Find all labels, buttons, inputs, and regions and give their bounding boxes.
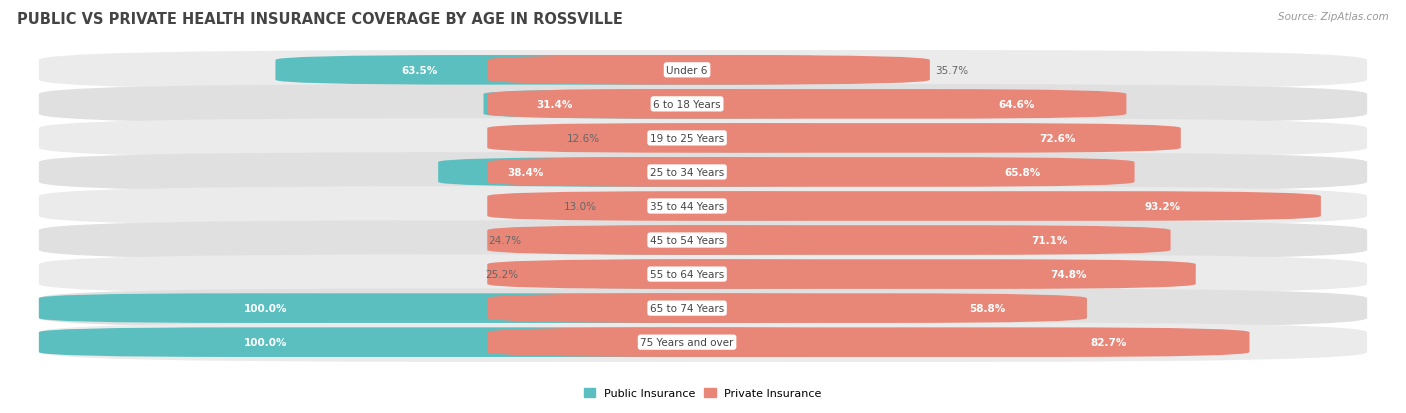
FancyBboxPatch shape bbox=[603, 192, 887, 221]
FancyBboxPatch shape bbox=[39, 328, 887, 357]
Text: 65 to 74 Years: 65 to 74 Years bbox=[650, 304, 724, 313]
FancyBboxPatch shape bbox=[39, 255, 1367, 294]
FancyBboxPatch shape bbox=[39, 153, 1367, 192]
Text: 64.6%: 64.6% bbox=[998, 100, 1035, 109]
Text: 13.0%: 13.0% bbox=[564, 202, 598, 211]
Text: 38.4%: 38.4% bbox=[508, 168, 544, 178]
FancyBboxPatch shape bbox=[276, 56, 887, 85]
Text: 19 to 25 Years: 19 to 25 Years bbox=[650, 133, 724, 144]
FancyBboxPatch shape bbox=[39, 51, 1367, 90]
FancyBboxPatch shape bbox=[39, 323, 1367, 362]
Text: 93.2%: 93.2% bbox=[1144, 202, 1181, 211]
Text: Under 6: Under 6 bbox=[666, 66, 707, 76]
FancyBboxPatch shape bbox=[39, 187, 1367, 226]
Text: 100.0%: 100.0% bbox=[245, 337, 287, 347]
Text: 35.7%: 35.7% bbox=[935, 66, 969, 76]
FancyBboxPatch shape bbox=[527, 225, 887, 255]
Text: 100.0%: 100.0% bbox=[245, 304, 287, 313]
FancyBboxPatch shape bbox=[488, 158, 1135, 188]
Text: 55 to 64 Years: 55 to 64 Years bbox=[650, 269, 724, 280]
Text: 25 to 34 Years: 25 to 34 Years bbox=[650, 168, 724, 178]
Text: 82.7%: 82.7% bbox=[1091, 337, 1128, 347]
Text: 71.1%: 71.1% bbox=[1032, 235, 1069, 245]
Text: 75 Years and over: 75 Years and over bbox=[640, 337, 734, 347]
Text: 6 to 18 Years: 6 to 18 Years bbox=[654, 100, 721, 109]
FancyBboxPatch shape bbox=[488, 260, 1195, 289]
Text: 58.8%: 58.8% bbox=[969, 304, 1005, 313]
Text: 12.6%: 12.6% bbox=[567, 133, 600, 144]
Text: 24.7%: 24.7% bbox=[488, 235, 522, 245]
FancyBboxPatch shape bbox=[39, 294, 887, 323]
FancyBboxPatch shape bbox=[439, 158, 887, 188]
FancyBboxPatch shape bbox=[39, 119, 1367, 158]
FancyBboxPatch shape bbox=[39, 85, 1367, 124]
FancyBboxPatch shape bbox=[488, 56, 929, 85]
Text: 72.6%: 72.6% bbox=[1039, 133, 1076, 144]
FancyBboxPatch shape bbox=[488, 328, 1250, 357]
FancyBboxPatch shape bbox=[488, 90, 1126, 119]
FancyBboxPatch shape bbox=[606, 124, 887, 153]
Text: 35 to 44 Years: 35 to 44 Years bbox=[650, 202, 724, 211]
Text: 65.8%: 65.8% bbox=[1004, 168, 1040, 178]
FancyBboxPatch shape bbox=[39, 221, 1367, 260]
FancyBboxPatch shape bbox=[488, 124, 1181, 153]
Text: Source: ZipAtlas.com: Source: ZipAtlas.com bbox=[1278, 12, 1389, 22]
FancyBboxPatch shape bbox=[488, 294, 1087, 323]
FancyBboxPatch shape bbox=[488, 192, 1320, 221]
Text: 25.2%: 25.2% bbox=[485, 269, 519, 280]
Text: 63.5%: 63.5% bbox=[401, 66, 437, 76]
FancyBboxPatch shape bbox=[523, 260, 887, 289]
FancyBboxPatch shape bbox=[488, 225, 1171, 255]
Text: PUBLIC VS PRIVATE HEALTH INSURANCE COVERAGE BY AGE IN ROSSVILLE: PUBLIC VS PRIVATE HEALTH INSURANCE COVER… bbox=[17, 12, 623, 27]
Text: 74.8%: 74.8% bbox=[1050, 269, 1087, 280]
FancyBboxPatch shape bbox=[484, 90, 887, 119]
FancyBboxPatch shape bbox=[39, 289, 1367, 328]
Text: 45 to 54 Years: 45 to 54 Years bbox=[650, 235, 724, 245]
Text: 31.4%: 31.4% bbox=[537, 100, 574, 109]
Legend: Public Insurance, Private Insurance: Public Insurance, Private Insurance bbox=[579, 384, 827, 403]
